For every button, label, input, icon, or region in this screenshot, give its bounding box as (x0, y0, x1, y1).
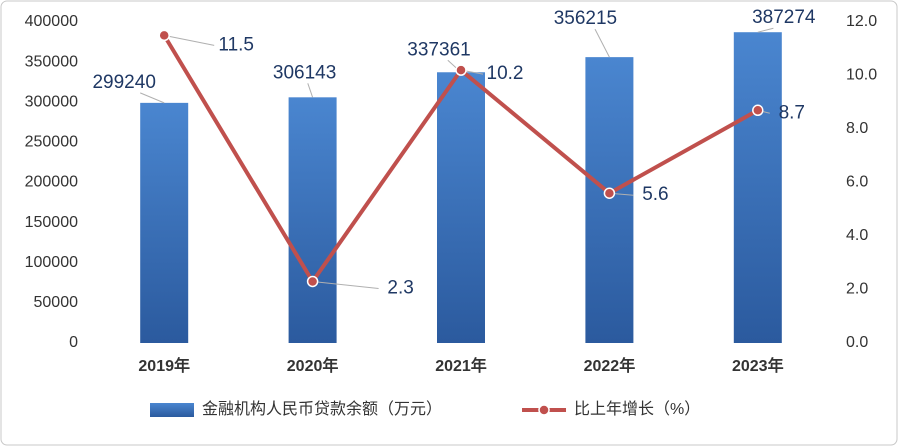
y2-tick-label: 0.0 (846, 334, 868, 351)
legend-swatch (150, 403, 194, 417)
data-label: 5.6 (642, 184, 668, 205)
y2-tick-label: 8.0 (846, 120, 868, 137)
data-label: 8.7 (779, 102, 805, 123)
data-label: 2.3 (387, 277, 413, 298)
y-tick-label: 350000 (25, 53, 78, 70)
x-tick-label: 2022年 (584, 356, 636, 375)
data-label: 387274 (752, 7, 816, 28)
data-label: 299240 (92, 72, 155, 93)
leader-line (140, 92, 165, 104)
x-tick-label: 2019年 (138, 356, 190, 375)
y-tick-label: 300000 (25, 93, 78, 110)
y2-tick-label: 4.0 (846, 227, 868, 244)
data-label: 10.2 (487, 63, 524, 84)
bar (733, 32, 782, 343)
y2-tick-label: 2.0 (846, 281, 868, 298)
line-point (603, 187, 616, 199)
legend-swatch (538, 404, 550, 416)
data-label: 11.5 (218, 34, 254, 55)
y-tick-label: 400000 (25, 13, 78, 30)
leader-line (594, 28, 610, 58)
leader-line (757, 27, 774, 33)
line-point (306, 275, 319, 288)
y-tick-label: 200000 (25, 174, 78, 191)
leader-line (164, 34, 215, 46)
y2-tick-label: 6.0 (846, 174, 868, 191)
y-tick-label: 0 (69, 334, 78, 351)
leader-line (312, 280, 379, 289)
y-tick-label: 100000 (25, 254, 78, 271)
bar (288, 97, 337, 343)
bar (140, 102, 189, 344)
data-label: 356215 (554, 8, 617, 29)
line-point (752, 104, 764, 117)
x-tick-label: 2021年 (435, 356, 487, 375)
leader-line (307, 83, 314, 98)
data-label: 306143 (273, 62, 336, 83)
legend-label: 金融机构人民币贷款余额（万元） (202, 399, 442, 418)
y-tick-label: 250000 (25, 134, 78, 151)
x-tick-label: 2023年 (732, 356, 784, 375)
bar (437, 72, 485, 344)
x-tick-label: 2020年 (287, 356, 339, 375)
y2-tick-label: 10.0 (846, 67, 877, 84)
legend-label: 比上年增长（%） (574, 400, 700, 418)
line-point (158, 29, 170, 42)
y-tick-label: 150000 (25, 214, 78, 231)
data-label: 337361 (407, 39, 470, 60)
y-tick-label: 50000 (34, 294, 79, 311)
y2-tick-label: 12.0 (846, 13, 877, 30)
bar (585, 57, 634, 344)
line-point (455, 64, 467, 76)
